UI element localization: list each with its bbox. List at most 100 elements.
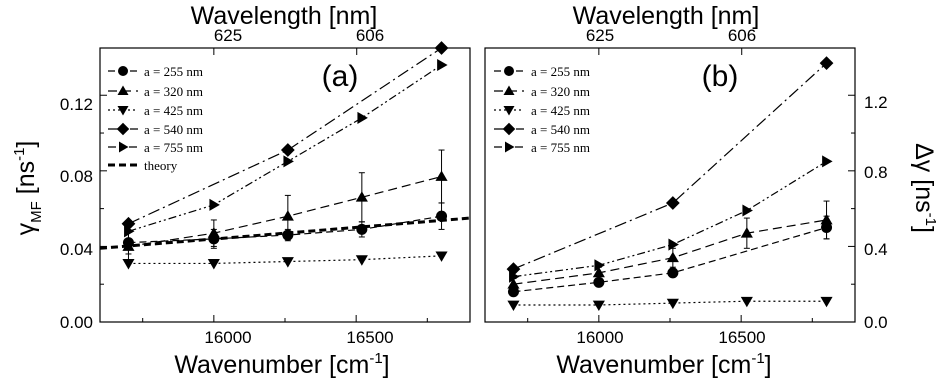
data-point (593, 276, 605, 288)
data-point (281, 257, 294, 268)
legend-label: a = 255 nm (144, 64, 203, 79)
data-point (665, 196, 680, 210)
x-tick-label: 16000 (576, 328, 623, 347)
data-point (740, 296, 753, 308)
legend-label: a = 255 nm (531, 64, 590, 79)
theory-line (99, 216, 471, 250)
legend (108, 66, 138, 167)
series-line (513, 226, 827, 293)
data-point (594, 259, 605, 272)
data-point (437, 58, 448, 72)
data-point (666, 298, 679, 310)
y-tick-label: 0.0 (864, 313, 888, 332)
x-tick-label: 16000 (204, 328, 251, 347)
series-theory (99, 216, 471, 250)
y-axis-title-group: γMF [ns-1] (11, 141, 45, 236)
legend-marker (117, 85, 129, 95)
data-point (507, 278, 520, 289)
x2-tick-label: 625 (586, 26, 614, 45)
x2-axis-title: Wavelength [nm] (191, 2, 378, 30)
data-point (820, 213, 833, 225)
data-point (281, 210, 294, 221)
y-tick-label: 0.00 (60, 313, 93, 332)
data-point (592, 266, 605, 278)
legend-label: a = 425 nm (144, 103, 203, 118)
x-axis-title: Wavenumber [cm-1] (174, 350, 389, 379)
series-a-755-nm (124, 58, 448, 238)
y-tick-label: 0.08 (60, 167, 93, 186)
axis-ticks (527, 48, 855, 323)
data-point (355, 191, 368, 202)
y-tick-label: 0.4 (864, 240, 888, 259)
x-axis-title: Wavenumber [cm-1] (556, 350, 771, 379)
data-point (742, 204, 753, 217)
x-tick-label: 16500 (718, 328, 765, 347)
legend-marker (502, 122, 516, 136)
series-a-320-nm (507, 200, 833, 291)
legend-marker (119, 141, 129, 153)
y-tick-label: 0.04 (60, 240, 93, 259)
y-tick-label: 0.8 (864, 163, 888, 182)
series-group (506, 56, 834, 312)
x2-tick-label: 625 (214, 26, 242, 45)
data-point (592, 300, 605, 312)
panel-a: (a) 0.00 0.04 0.08 0.12 16000 16500 625 … (11, 2, 471, 379)
y-axis-title-group: Δγ [ns-1] (910, 143, 939, 233)
data-point (357, 111, 368, 124)
data-point (819, 56, 834, 70)
legend-marker (503, 85, 515, 95)
legend-marker (504, 66, 514, 76)
data-point (666, 251, 679, 263)
data-point (124, 225, 135, 238)
data-point (207, 259, 220, 270)
legend (494, 66, 524, 153)
legend-marker (505, 141, 515, 153)
data-point (122, 259, 135, 270)
data-point (209, 198, 220, 211)
legend-label: a = 755 nm (531, 140, 590, 155)
series-a-540-nm (121, 41, 449, 231)
data-point (509, 270, 520, 283)
legend-marker (116, 122, 130, 136)
data-point (435, 251, 448, 262)
legend-marker (503, 106, 515, 116)
y-axis-title: Δγ [ns-1] (910, 143, 939, 233)
series-line (513, 62, 827, 270)
series-a-755-nm (509, 155, 833, 283)
data-point (207, 227, 220, 238)
data-point (822, 155, 833, 168)
y-tick-label: 0.12 (60, 95, 93, 114)
panel-b: (b) 0.0 0.4 0.8 1.2 16000 16500 625 606 … (484, 2, 939, 379)
series-line (513, 160, 827, 278)
data-point (820, 296, 833, 308)
data-point (435, 170, 448, 181)
legend-marker (118, 66, 128, 76)
x-tick-label: 16500 (346, 328, 393, 347)
series-group (99, 41, 471, 270)
panel-label: (a) (322, 60, 359, 93)
data-point (280, 143, 295, 157)
legend-label: a = 540 nm (144, 122, 203, 137)
legend-label: a = 320 nm (531, 84, 590, 99)
series-a-425-nm (507, 296, 833, 312)
series-line (513, 300, 827, 306)
data-point (355, 255, 368, 266)
x2-axis-title: Wavelength [nm] (573, 2, 760, 30)
panel-label: (b) (702, 60, 739, 93)
data-point (507, 286, 519, 298)
series-line (128, 255, 442, 265)
data-point (740, 227, 753, 238)
data-point (667, 267, 679, 279)
legend-label: a = 320 nm (144, 84, 203, 99)
data-point (507, 300, 520, 312)
legend-marker (117, 106, 129, 116)
legend-label: a = 540 nm (531, 122, 590, 137)
series-a-255-nm (122, 202, 448, 255)
legend-label: a = 755 nm (144, 140, 203, 155)
data-point (434, 41, 449, 55)
series-a-425-nm (122, 251, 448, 270)
legend-label: a = 425 nm (531, 103, 590, 118)
data-point (668, 238, 679, 251)
